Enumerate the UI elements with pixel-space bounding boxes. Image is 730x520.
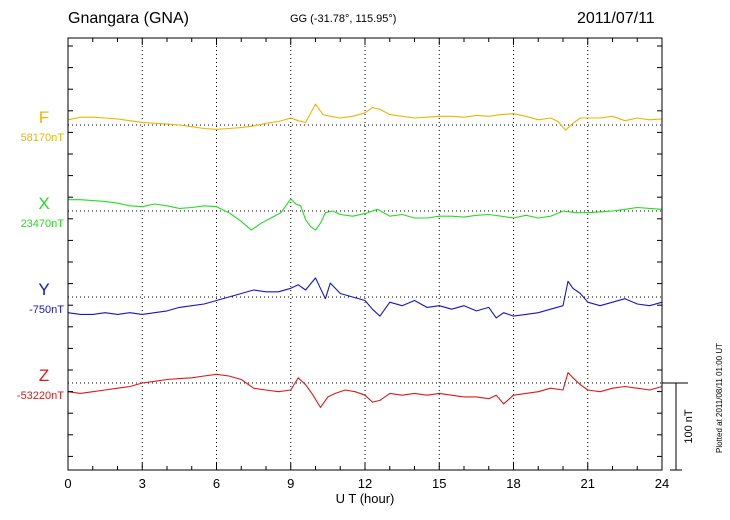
series-label-x: X [38,194,49,213]
grid-layer [68,38,662,470]
baseline-value-z: -53220nT [17,390,64,402]
chart-header-coords: GG (-31.78°, 115.95°) [290,13,397,25]
frame-layer [67,37,688,471]
series-line-y [67,277,663,319]
x-axis-label: U T (hour) [336,491,395,506]
x-tick-label: 0 [64,476,71,491]
scale-bar-label: 100 nT [683,409,695,444]
series-line-x [68,198,663,231]
x-tick-label: 6 [213,476,220,491]
series-label-f: F [39,108,49,127]
baseline-value-x: 23470nT [21,218,65,230]
x-tick-label: 24 [655,476,669,491]
baseline-value-y: -750nT [29,304,64,316]
x-tick-label: 3 [139,476,146,491]
x-tick-label: 12 [358,476,372,491]
x-tick-label: 15 [432,476,446,491]
x-tick-label: 9 [287,476,294,491]
x-tick-label: 18 [506,476,520,491]
series-label-z: Z [39,366,49,385]
label-layer: F 58170nT X 23470nT Y -750nT Z -53220nT 0 3 6 9 12 15… [17,108,724,506]
baseline-value-f: 58170nT [21,132,65,144]
series-line-z [67,372,663,408]
series-layer [67,103,663,408]
x-tick-label: 21 [581,476,595,491]
plotted-at-note: Plotted at 2011/08/11 01:00 UT [715,343,724,453]
series-line-f [67,103,663,131]
chart-header-date: 2011/07/11 [577,10,655,27]
series-label-y: Y [38,280,49,299]
chart-header-station: Gnangara (GNA) [68,10,189,27]
